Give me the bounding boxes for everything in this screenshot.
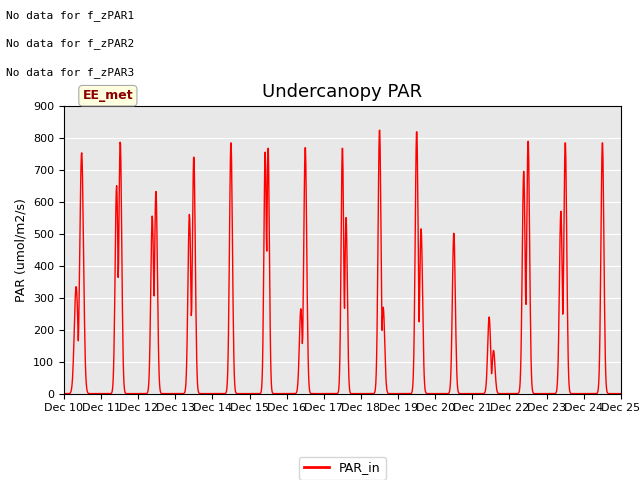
Text: No data for f_zPAR3: No data for f_zPAR3 <box>6 67 134 78</box>
Text: No data for f_zPAR1: No data for f_zPAR1 <box>6 10 134 21</box>
Y-axis label: PAR (umol/m2/s): PAR (umol/m2/s) <box>15 198 28 301</box>
Legend: PAR_in: PAR_in <box>299 456 386 480</box>
Text: EE_met: EE_met <box>83 89 133 102</box>
Text: No data for f_zPAR2: No data for f_zPAR2 <box>6 38 134 49</box>
Title: Undercanopy PAR: Undercanopy PAR <box>262 83 422 101</box>
